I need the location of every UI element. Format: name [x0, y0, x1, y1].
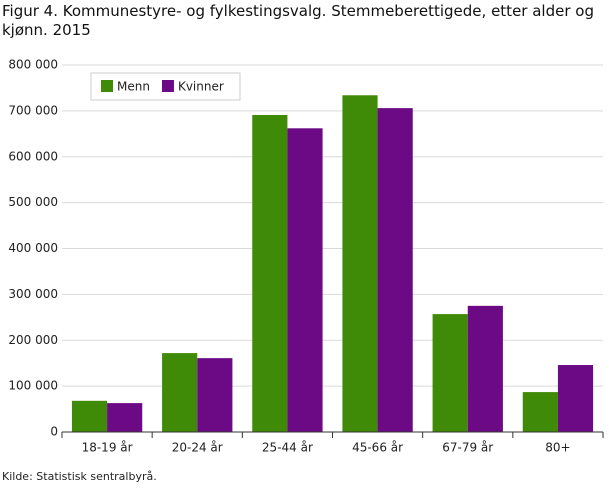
y-tick-label: 600 000: [8, 149, 58, 163]
x-tick-label: 25-44 år: [262, 441, 313, 455]
source: Kilde: Statistisk sentralbyrå.: [2, 470, 157, 483]
bar: [162, 353, 198, 432]
x-tick-label: 18-19 år: [82, 441, 133, 455]
bar: [557, 365, 594, 432]
bar: [467, 305, 503, 432]
x-tick-label: 45-66 år: [352, 441, 403, 455]
legend-label: Menn: [117, 80, 150, 94]
bar: [71, 400, 108, 432]
y-tick-label: 700 000: [8, 103, 58, 117]
bar: [287, 128, 323, 432]
bar: [342, 95, 378, 432]
bar: [252, 115, 288, 432]
y-tick-label: 300 000: [8, 287, 58, 301]
y-tick-label: 500 000: [8, 195, 58, 209]
y-tick-label: 800 000: [8, 58, 58, 72]
legend-label: Kvinner: [178, 80, 224, 94]
bar: [432, 314, 468, 432]
chart-title: Figur 4. Kommunestyre- og fylkestingsval…: [2, 2, 594, 39]
y-tick-label: 200 000: [8, 333, 58, 347]
x-tick-label: 67-79 år: [442, 441, 493, 455]
bar: [522, 392, 558, 432]
legend-swatch: [161, 80, 174, 92]
y-tick-label: 100 000: [8, 379, 58, 393]
x-tick-label: 20-24 år: [172, 441, 223, 455]
legend-swatch: [101, 80, 113, 92]
y-tick-label: 400 000: [8, 241, 58, 255]
bar: [377, 108, 413, 432]
y-tick-label: 0: [50, 425, 58, 439]
bar: [107, 403, 143, 432]
bar: [197, 358, 233, 432]
x-tick-label: 80+: [545, 441, 570, 455]
